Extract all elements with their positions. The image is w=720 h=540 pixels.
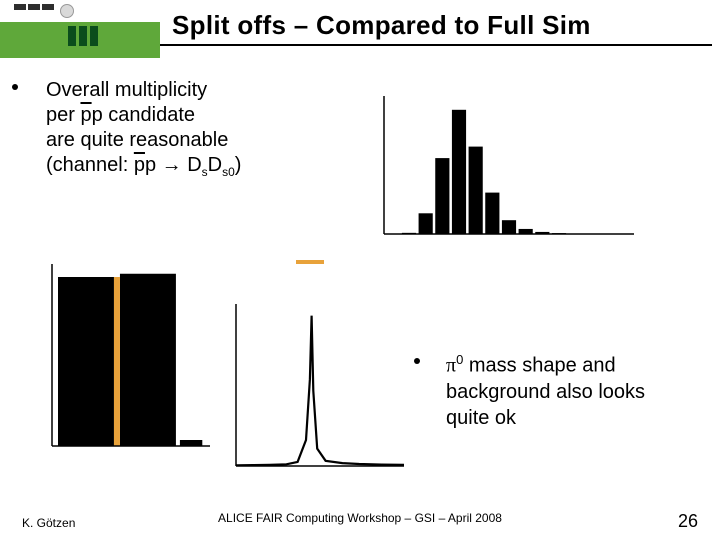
subscript-s0: s0	[222, 165, 235, 179]
histogram-svg	[360, 90, 640, 250]
slide-header: Split offs – Compared to Full Sim	[0, 0, 720, 58]
bullet2-line1: mass shape and	[463, 355, 615, 377]
bullet-line4-close: )	[235, 154, 242, 176]
footer-author: K. Götzen	[22, 516, 75, 530]
bullet-line4-D1: D	[182, 154, 202, 176]
bullet-line1: Overall multiplicity	[46, 79, 207, 101]
bullet-pi0: π0 mass shape and background also looks …	[432, 352, 692, 431]
bullet-dot-icon-2	[414, 358, 420, 364]
pbar-symbol: p	[80, 104, 91, 126]
bullet-line4-p2: p	[145, 154, 162, 176]
bullet-line2-pre: per	[46, 104, 80, 126]
bullet2-line3: quite ok	[446, 407, 516, 429]
pi-symbol: π	[446, 355, 456, 377]
slide-title: Split offs – Compared to Full Sim	[172, 10, 591, 41]
bullet-dot-icon	[12, 84, 18, 90]
peak-svg	[220, 300, 410, 480]
pbar-symbol-2: p	[134, 154, 145, 176]
slide-footer: K. Götzen ALICE FAIR Computing Workshop …	[0, 511, 720, 532]
bullet2-line2: background also looks	[446, 381, 645, 403]
arrow-icon: →	[162, 154, 182, 176]
title-underline	[160, 44, 712, 46]
pi0-mass-peak	[220, 300, 410, 480]
bullet-line2-post: p candidate	[92, 104, 195, 126]
bullet-multiplicity: Overall multiplicity per pp candidate ar…	[30, 78, 241, 180]
double-hist-svg	[34, 260, 214, 460]
legend-marker	[296, 260, 324, 274]
splitoff-double-histogram	[34, 260, 214, 460]
panda-logo-icon	[68, 26, 98, 46]
bullet-line3: are quite reasonable	[46, 129, 228, 151]
bullet-line4-pre: (channel:	[46, 154, 134, 176]
multiplicity-histogram	[360, 90, 640, 250]
page-number: 26	[678, 511, 698, 532]
bullet-line4-D2: D	[208, 154, 222, 176]
footer-venue: ALICE FAIR Computing Workshop – GSI – Ap…	[218, 511, 502, 525]
